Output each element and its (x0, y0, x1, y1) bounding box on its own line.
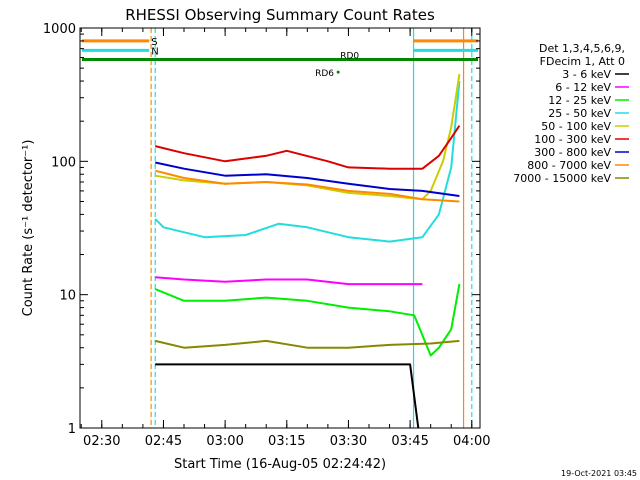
x-tick-label: 04:00 (453, 434, 490, 449)
legend-entry-label: 25 - 50 keV (548, 107, 611, 120)
x-tick-label: 02:30 (83, 434, 120, 449)
legend: Det 1,3,4,5,6,9,FDecim 1, Att 03 - 6 keV… (513, 42, 629, 185)
y-tick-label: 1 (68, 422, 76, 437)
x-tick-label: 03:45 (391, 434, 428, 449)
x-tick-label: 03:30 (330, 434, 367, 449)
flag-label-s: S (151, 37, 157, 48)
series-line-6 (154, 161, 460, 197)
flag-dot-rd6 (336, 70, 340, 74)
legend-entry-label: 7000 - 15000 keV (513, 172, 611, 185)
legend-entry-label: 800 - 7000 keV (527, 159, 611, 172)
x-tick-label: 03:00 (206, 434, 243, 449)
chart-title: RHESSI Observing Summary Count Rates (125, 6, 435, 24)
series-line-7 (154, 169, 460, 203)
series-line-8 (154, 339, 460, 349)
y-axis-label: Count Rate (s⁻¹ detector⁻¹) (21, 140, 36, 317)
legend-header-line: FDecim 1, Att 0 (540, 55, 625, 68)
legend-entry-label: 6 - 12 keV (555, 81, 611, 94)
plot-frame (79, 27, 481, 429)
y-tick-label: 100 (51, 155, 76, 170)
y-tick-label: 1000 (43, 22, 76, 37)
flag-label-n: N (151, 46, 158, 57)
legend-entry-label: 3 - 6 keV (562, 68, 611, 81)
footer-date: 19-Oct-2021 03:45 (561, 469, 637, 478)
legend-entry-label: 300 - 800 keV (534, 146, 611, 159)
flag-label-rd0: RD0 (340, 52, 359, 62)
x-axis-label: Start Time (16-Aug-05 02:24:42) (174, 457, 386, 472)
legend-entry-label: 12 - 25 keV (548, 94, 611, 107)
series-line-3 (154, 81, 461, 243)
x-tick-label: 03:15 (268, 434, 305, 449)
legend-header-line: Det 1,3,4,5,6,9, (539, 42, 625, 55)
series-line-2 (154, 283, 461, 357)
legend-entry-label: 50 - 100 keV (541, 120, 611, 133)
series-line-5 (154, 125, 461, 170)
series-line-1 (155, 276, 423, 286)
legend-entry-label: 100 - 300 keV (534, 133, 611, 146)
flag-label-rd6: RD6 (315, 69, 334, 79)
y-tick-label: 10 (59, 289, 76, 304)
x-tick-label: 02:45 (145, 434, 182, 449)
series-line-0 (155, 363, 420, 429)
plot-area: SN RD0 RD6 1 10 100 1000 02:30 02:45 03:00 03:15 03… (43, 22, 491, 449)
